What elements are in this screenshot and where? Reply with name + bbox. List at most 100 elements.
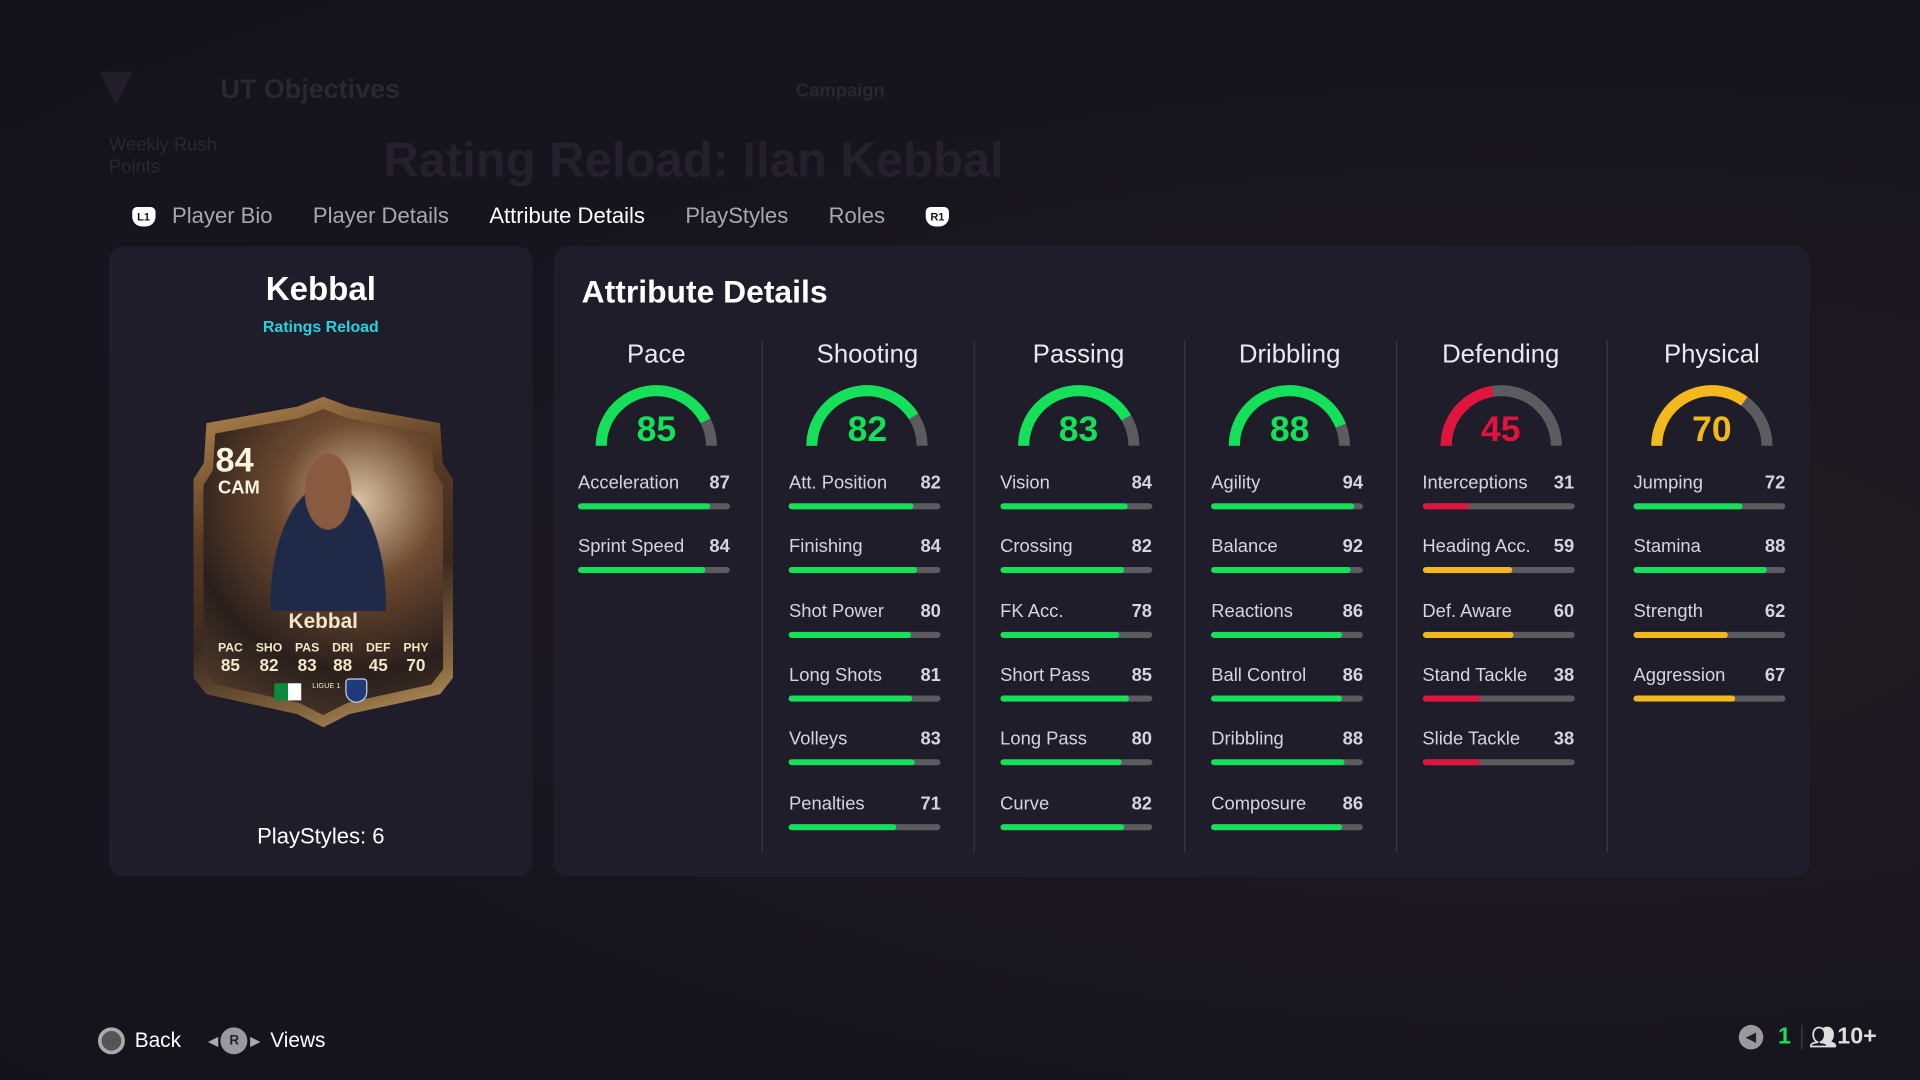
category-gauge — [806, 385, 929, 446]
category-value: 88 — [1269, 410, 1310, 450]
stat-value: 82 — [1131, 536, 1153, 558]
views-button[interactable]: Views — [270, 1028, 326, 1052]
stat-bar — [789, 503, 941, 510]
stat-label: Slide Tackle — [1422, 728, 1521, 750]
stat-value: 86 — [1342, 792, 1364, 814]
r1-button[interactable]: R1 — [925, 206, 950, 226]
stat-bar — [789, 823, 941, 830]
stat-bar — [1211, 695, 1364, 702]
tab-player-bio[interactable]: Player Bio — [172, 203, 273, 228]
tab-bar: L1 Player Bio Player Details Attribute D… — [132, 203, 966, 229]
stat-value: 60 — [1553, 600, 1575, 622]
stat-label: Def. Aware — [1422, 600, 1512, 622]
card-stat-key: DEF — [366, 641, 391, 656]
arrow-left-icon: ◀ — [207, 1034, 219, 1049]
stat-bar — [1000, 631, 1153, 638]
stat-bar-fill — [1422, 567, 1512, 574]
bg-header: UT Objectives — [220, 73, 401, 105]
category-shooting: Shooting 82 Att. Position 82 Finishing 8… — [762, 340, 973, 852]
speaker-icon: ◀ — [1738, 1024, 1764, 1050]
notification-count: 1 — [1777, 1023, 1791, 1050]
stat-label: Reactions — [1211, 600, 1293, 622]
stat-label: Acceleration — [577, 472, 680, 494]
stat-label: Stand Tackle — [1422, 664, 1528, 686]
stat-value: 71 — [920, 792, 941, 814]
stat-bar-fill — [1211, 823, 1342, 830]
tab-player-details[interactable]: Player Details — [312, 203, 449, 228]
stat-label: Long Pass — [1000, 728, 1087, 750]
stat-label: Strength — [1633, 600, 1703, 622]
r-stick-icon[interactable]: R — [220, 1027, 248, 1055]
stat-value: 31 — [1553, 472, 1575, 494]
stat-bar — [1422, 567, 1575, 574]
category-title: Passing — [1032, 340, 1125, 369]
stat-bar — [1000, 503, 1153, 510]
gauge-fill — [595, 385, 717, 446]
tab-playstyles[interactable]: PlayStyles — [685, 203, 789, 228]
back-button[interactable]: Back — [134, 1028, 181, 1052]
stat-bar — [1000, 695, 1153, 702]
category-value: 83 — [1058, 410, 1099, 450]
stat-bar — [577, 567, 730, 574]
card-position: CAM — [217, 477, 260, 499]
stat-bar-fill — [1000, 823, 1125, 830]
stat-value: 80 — [920, 600, 941, 622]
stat-bar — [1000, 823, 1153, 830]
card-stat-def: DEF 45 — [366, 642, 390, 675]
stat-label: Jumping — [1633, 472, 1703, 494]
gauge-fill — [1017, 385, 1140, 446]
l1-button[interactable]: L1 — [132, 206, 155, 226]
stat-bar — [1000, 567, 1153, 574]
tab-roles[interactable]: Roles — [828, 203, 886, 228]
stat-value: 84 — [1131, 472, 1153, 494]
stat-value: 67 — [1764, 664, 1786, 686]
category-title: Pace — [627, 340, 686, 369]
circle-button-icon[interactable] — [97, 1027, 125, 1055]
playstyles-count: PlayStyles: 6 — [257, 824, 385, 849]
stat-label: Curve — [1000, 792, 1050, 814]
stat-bar-fill — [577, 567, 706, 574]
stat-bar-fill — [1211, 567, 1351, 574]
category-value: 45 — [1480, 410, 1521, 450]
stat-bar — [789, 631, 941, 638]
player-name: Kebbal — [265, 270, 376, 308]
category-title: Physical — [1663, 340, 1760, 369]
stat-bar-fill — [1211, 695, 1342, 702]
bg-side-item: Weekly Rush Points — [108, 134, 217, 178]
stat-value: 78 — [1131, 600, 1153, 622]
tab-attribute-details[interactable]: Attribute Details — [489, 203, 645, 228]
card-stat-value: 85 — [220, 655, 240, 675]
stat-bar-fill — [789, 695, 913, 702]
gauge-fill — [1651, 385, 1773, 446]
stat-value: 82 — [1131, 792, 1153, 814]
category-pace: Pace 85 Acceleration 87 Sprint Speed 84 — [551, 340, 762, 852]
card-stat-value: 70 — [406, 655, 426, 675]
card-stat-pac: PAC 85 — [218, 642, 243, 675]
stat-bar-fill — [789, 759, 916, 766]
stat-bar-fill — [1000, 695, 1130, 702]
stat-bar-fill — [789, 823, 897, 830]
player-card[interactable]: 84 CAM Kebbal PAC 85 SHO 82 PAS 83 DRI 88 DEF 45 P… — [193, 396, 454, 728]
stat-bar-fill — [1211, 631, 1342, 638]
category-title: Dribbling — [1238, 340, 1341, 369]
stat-bar-fill — [1633, 567, 1768, 574]
stat-label: Volleys — [789, 728, 848, 750]
stat-bar-fill — [789, 567, 917, 574]
gauge-fill — [806, 385, 929, 446]
stat-value: 86 — [1342, 600, 1364, 622]
bg-nav-item: Campaign — [795, 80, 885, 102]
stat-value: 81 — [920, 664, 941, 686]
column-divider — [762, 340, 764, 853]
card-stat-value: 88 — [333, 655, 353, 675]
stat-label: Sprint Speed — [577, 536, 685, 558]
fc-logo: ▼ — [88, 52, 144, 117]
stat-value: 62 — [1764, 600, 1786, 622]
card-stat-dri: DRI 88 — [332, 642, 353, 675]
card-stat-key: PAC — [217, 641, 243, 656]
stat-bar — [1211, 503, 1364, 510]
stat-bar — [789, 759, 941, 766]
stat-label: Agility — [1211, 472, 1261, 494]
column-divider — [1606, 340, 1608, 853]
category-passing: Passing 83 Vision 84 Crossing 82 FK Acc.… — [973, 340, 1184, 852]
card-stat-key: PAS — [295, 641, 320, 656]
